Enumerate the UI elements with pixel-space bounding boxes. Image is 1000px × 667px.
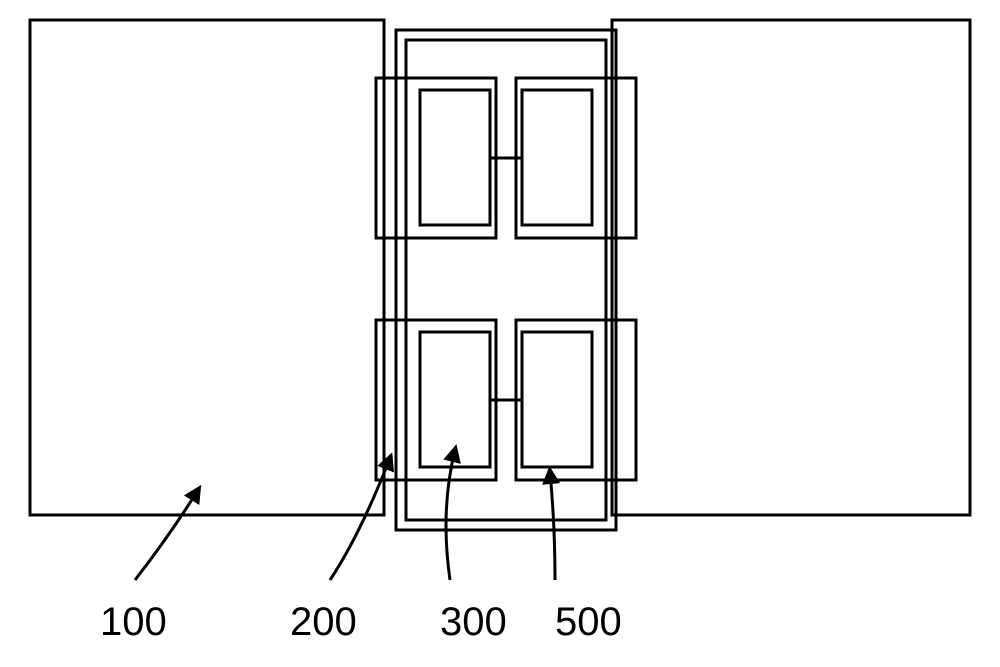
sub-inner-tl xyxy=(420,90,490,225)
label-200: 200 xyxy=(290,600,357,644)
diagram-canvas: 100 200 300 500 xyxy=(0,0,1000,667)
center-outer xyxy=(396,30,616,530)
arrow-300 xyxy=(446,450,455,580)
sub-inner-bl xyxy=(420,332,490,467)
panel-left xyxy=(30,20,384,515)
sub-outer-tr xyxy=(516,78,636,238)
label-100: 100 xyxy=(100,600,167,644)
sub-outer-tl xyxy=(376,78,496,238)
label-500: 500 xyxy=(555,600,622,644)
sub-inner-tr xyxy=(522,90,592,225)
arrow-100 xyxy=(135,490,198,580)
sub-inner-br xyxy=(522,332,592,467)
arrow-500 xyxy=(550,472,555,580)
label-300: 300 xyxy=(440,600,507,644)
panel-right xyxy=(612,20,970,515)
sub-outer-bl xyxy=(376,320,496,480)
center-inner xyxy=(406,40,606,520)
sub-outer-br xyxy=(516,320,636,480)
arrow-200 xyxy=(330,458,390,580)
